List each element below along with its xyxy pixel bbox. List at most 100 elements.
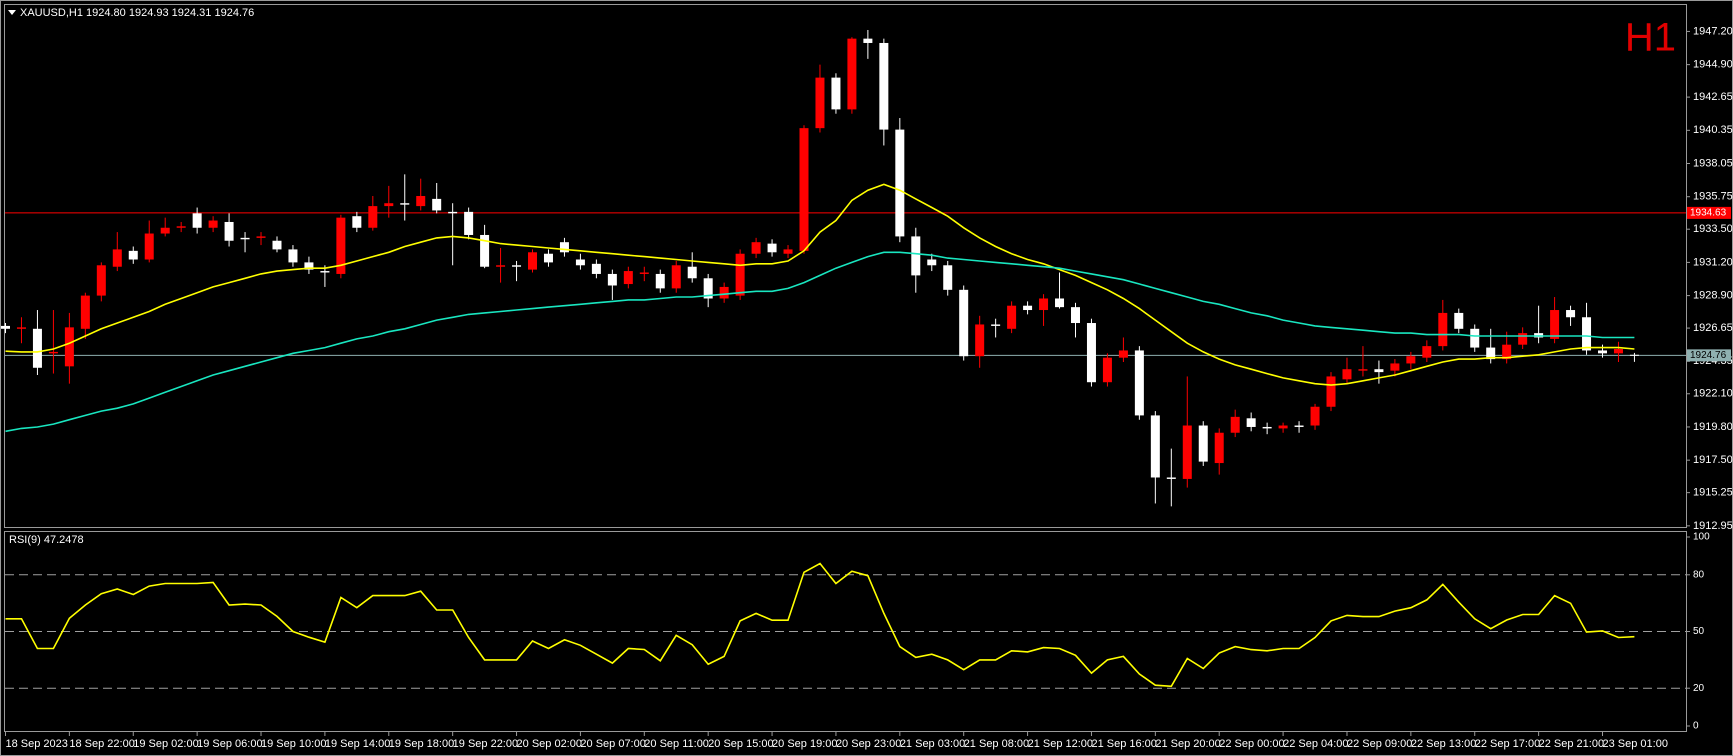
price-plot	[1, 29, 1686, 507]
candle-body	[336, 217, 346, 274]
x-tick-label: 22 Sep 09:00	[1347, 738, 1412, 750]
candle-body	[1629, 354, 1639, 356]
candle-body	[703, 278, 713, 299]
candle-body	[1310, 406, 1320, 426]
candle-body	[943, 265, 953, 290]
candle-body	[144, 233, 154, 260]
candle-body	[1182, 425, 1192, 479]
x-tick-label: 21 Sep 03:00	[900, 738, 965, 750]
y-tick-label: 20	[1693, 683, 1705, 694]
y-tick-label: 50	[1693, 626, 1705, 637]
candle-body	[448, 211, 458, 214]
candle-body	[1326, 376, 1336, 407]
y-tick-label: 1917.50	[1693, 454, 1733, 466]
candle-body	[512, 265, 522, 267]
price-level-label: 1924.76	[1690, 350, 1727, 361]
candle-body	[256, 236, 266, 238]
candle-body	[400, 203, 410, 205]
candle-body	[1086, 323, 1096, 383]
candle-body	[671, 265, 681, 289]
candle-body	[112, 249, 122, 267]
symbol-menu-icon[interactable]	[8, 10, 16, 15]
price-level-label: 1934.63	[1690, 208, 1727, 219]
candle-body	[464, 211, 474, 235]
candle-body	[1374, 369, 1384, 373]
candle-body	[1422, 346, 1432, 358]
candle-body	[1007, 305, 1017, 329]
candle-body	[911, 236, 921, 276]
candle-body	[847, 38, 857, 110]
candle-body	[1294, 425, 1304, 427]
candle-body	[959, 289, 969, 357]
y-tick-label: 100	[1693, 532, 1710, 543]
candle-body	[815, 77, 825, 129]
candle-body	[831, 77, 841, 110]
candle-body	[991, 324, 1001, 326]
candle-body	[1278, 425, 1288, 429]
candle-body	[416, 195, 426, 207]
candle-body	[48, 351, 58, 354]
rsi-header: RSI(9) 47.2478	[9, 534, 84, 546]
y-tick-label: 1933.50	[1693, 223, 1733, 235]
candle-body	[1070, 307, 1080, 324]
candle-body	[1166, 477, 1176, 479]
candle-body	[272, 240, 282, 250]
timeframe-label: H1	[1625, 16, 1676, 60]
candle-body	[1518, 333, 1528, 345]
candle-body	[655, 273, 665, 289]
rsi-line	[5, 562, 1635, 688]
candle-body	[1566, 310, 1576, 318]
candle-body	[783, 249, 793, 254]
candle-body	[639, 272, 649, 274]
x-tick-label: 20 Sep 19:00	[772, 738, 837, 750]
y-tick-label: 1926.65	[1693, 322, 1733, 334]
candle-body	[1134, 350, 1144, 416]
candle-body	[240, 237, 250, 240]
x-tick-label: 20 Sep 07:00	[580, 738, 645, 750]
x-tick-label: 21 Sep 20:00	[1155, 738, 1220, 750]
x-tick-label: 21 Sep 08:00	[964, 738, 1029, 750]
rsi-plot	[5, 562, 1686, 689]
x-tick-label: 20 Sep 11:00	[644, 738, 709, 750]
x-tick-label: 19 Sep 10:00	[261, 738, 326, 750]
candle-body	[80, 295, 90, 329]
candle-body	[879, 42, 889, 130]
y-tick-label: 1912.95	[1693, 520, 1733, 532]
candle-body	[352, 216, 362, 228]
candle-body	[575, 259, 585, 266]
candle-body	[288, 249, 298, 263]
y-tick-label: 0	[1693, 721, 1699, 732]
price-level-box	[1687, 206, 1731, 219]
candle-body	[224, 221, 234, 241]
candle-body	[751, 242, 761, 254]
candle-body	[1454, 312, 1464, 329]
x-tick-label: 22 Sep 21:00	[1539, 738, 1604, 750]
candle-body	[1598, 350, 1607, 354]
y-tick-label: 1942.65	[1693, 91, 1733, 103]
x-tick-label: 20 Sep 02:00	[517, 738, 582, 750]
candle-body	[1406, 356, 1416, 364]
y-tick-label: 1935.75	[1693, 191, 1733, 203]
y-tick-label: 80	[1693, 569, 1705, 580]
candle-body	[128, 250, 138, 260]
candle-body	[320, 271, 330, 273]
candle-body	[927, 259, 937, 266]
y-tick-label: 1947.20	[1693, 25, 1733, 37]
x-tick-label: 21 Sep 12:00	[1028, 738, 1093, 750]
candle-body	[368, 206, 378, 228]
x-tick-label: 22 Sep 04:00	[1283, 738, 1348, 750]
y-tick-label: 1928.90	[1693, 290, 1733, 302]
candle-body	[1438, 312, 1448, 347]
x-tick-label: 22 Sep 00:00	[1219, 738, 1284, 750]
y-tick-label: 1944.90	[1693, 59, 1733, 71]
x-tick-label: 20 Sep 15:00	[708, 738, 773, 750]
candle-body	[1246, 418, 1256, 427]
candle-body	[863, 38, 873, 43]
y-tick-label: 1940.35	[1693, 124, 1733, 136]
x-tick-label: 19 Sep 02:00	[133, 738, 198, 750]
candle-body	[559, 242, 569, 253]
y-tick-label: 1915.25	[1693, 487, 1733, 499]
